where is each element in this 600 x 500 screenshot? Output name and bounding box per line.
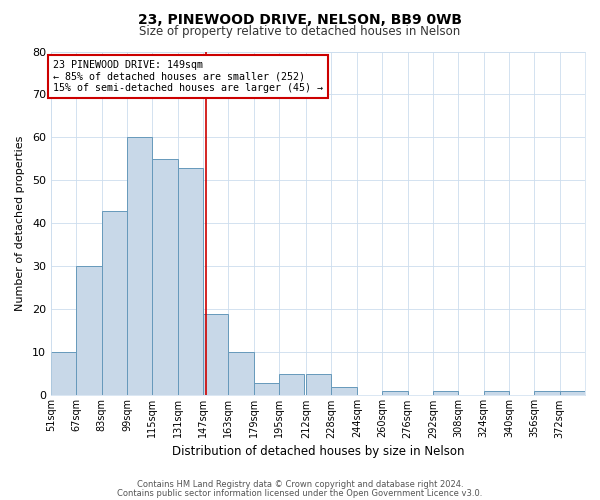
Bar [152,159,178,396]
Y-axis label: Number of detached properties: Number of detached properties [15,136,25,311]
Bar [203,314,229,396]
Text: Contains HM Land Registry data © Crown copyright and database right 2024.: Contains HM Land Registry data © Crown c… [137,480,463,489]
Bar [484,391,509,396]
X-axis label: Distribution of detached houses by size in Nelson: Distribution of detached houses by size … [172,444,464,458]
Bar [254,382,279,396]
Bar [51,352,76,396]
Bar [331,387,357,396]
Text: 23, PINEWOOD DRIVE, NELSON, BB9 0WB: 23, PINEWOOD DRIVE, NELSON, BB9 0WB [138,12,462,26]
Text: Contains public sector information licensed under the Open Government Licence v3: Contains public sector information licen… [118,489,482,498]
Bar [560,391,585,396]
Bar [127,138,152,396]
Bar [433,391,458,396]
Text: Size of property relative to detached houses in Nelson: Size of property relative to detached ho… [139,25,461,38]
Bar [76,266,101,396]
Bar [306,374,331,396]
Bar [382,391,407,396]
Bar [101,210,127,396]
Bar [178,168,203,396]
Text: 23 PINEWOOD DRIVE: 149sqm
← 85% of detached houses are smaller (252)
15% of semi: 23 PINEWOOD DRIVE: 149sqm ← 85% of detac… [53,60,323,94]
Bar [279,374,304,396]
Bar [534,391,560,396]
Bar [229,352,254,396]
